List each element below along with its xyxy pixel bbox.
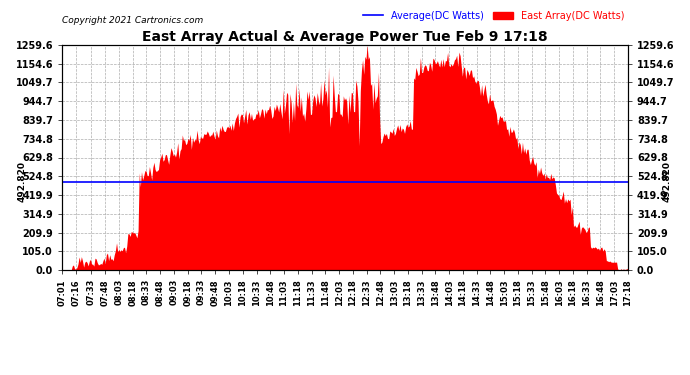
Text: 492.820: 492.820 bbox=[18, 162, 27, 202]
Text: Copyright 2021 Cartronics.com: Copyright 2021 Cartronics.com bbox=[62, 16, 204, 25]
Title: East Array Actual & Average Power Tue Feb 9 17:18: East Array Actual & Average Power Tue Fe… bbox=[142, 30, 548, 44]
Text: 492.820: 492.820 bbox=[663, 162, 672, 202]
Legend: Average(DC Watts), East Array(DC Watts): Average(DC Watts), East Array(DC Watts) bbox=[359, 7, 628, 24]
